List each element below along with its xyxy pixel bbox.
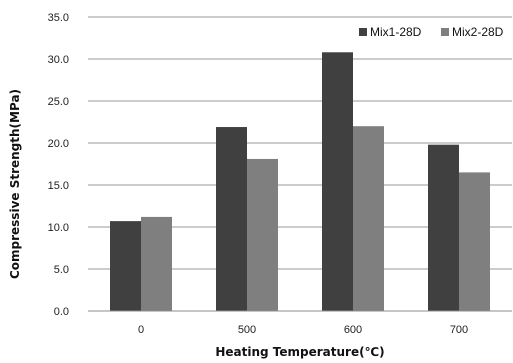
x-tick-label: 500 [238, 324, 256, 336]
bars [110, 52, 490, 311]
legend-label: Mix1-28D [370, 25, 422, 39]
y-axis-title: Compressive Strength(MPa) [8, 89, 22, 279]
bar-mix2-28d-600 [353, 126, 384, 311]
x-tick-label: 0 [138, 324, 144, 336]
y-tick-label: 5.0 [54, 264, 69, 276]
y-tick-label: 30.0 [48, 54, 69, 66]
x-axis-title: Heating Temperature(℃) [215, 345, 384, 359]
legend: Mix1-28D Mix2-28D [359, 25, 504, 39]
y-tick-label: 0.0 [54, 306, 69, 318]
x-tick-labels: 0 500 600 700 [138, 324, 468, 336]
y-tick-labels: 0.0 5.0 10.0 15.0 20.0 25.0 30.0 35.0 [48, 12, 69, 318]
y-tick-label: 25.0 [48, 96, 69, 108]
y-tick-label: 15.0 [48, 180, 69, 192]
bar-mix1-28d-500 [216, 127, 247, 311]
legend-swatch [359, 28, 367, 36]
y-tick-label: 20.0 [48, 138, 69, 150]
bar-mix1-28d-600 [322, 52, 353, 311]
legend-label: Mix2-28D [452, 25, 504, 39]
legend-swatch [441, 28, 449, 36]
x-tick-label: 600 [344, 324, 362, 336]
y-tick-label: 10.0 [48, 222, 69, 234]
x-tick-label: 700 [450, 324, 468, 336]
bar-mix2-28d-0 [141, 216, 172, 311]
bar-mix2-28d-700 [459, 172, 490, 311]
bar-mix1-28d-0 [110, 221, 141, 311]
bar-mix2-28d-500 [247, 158, 278, 311]
bar-mix1-28d-700 [428, 144, 459, 311]
y-tick-label: 35.0 [48, 12, 69, 24]
